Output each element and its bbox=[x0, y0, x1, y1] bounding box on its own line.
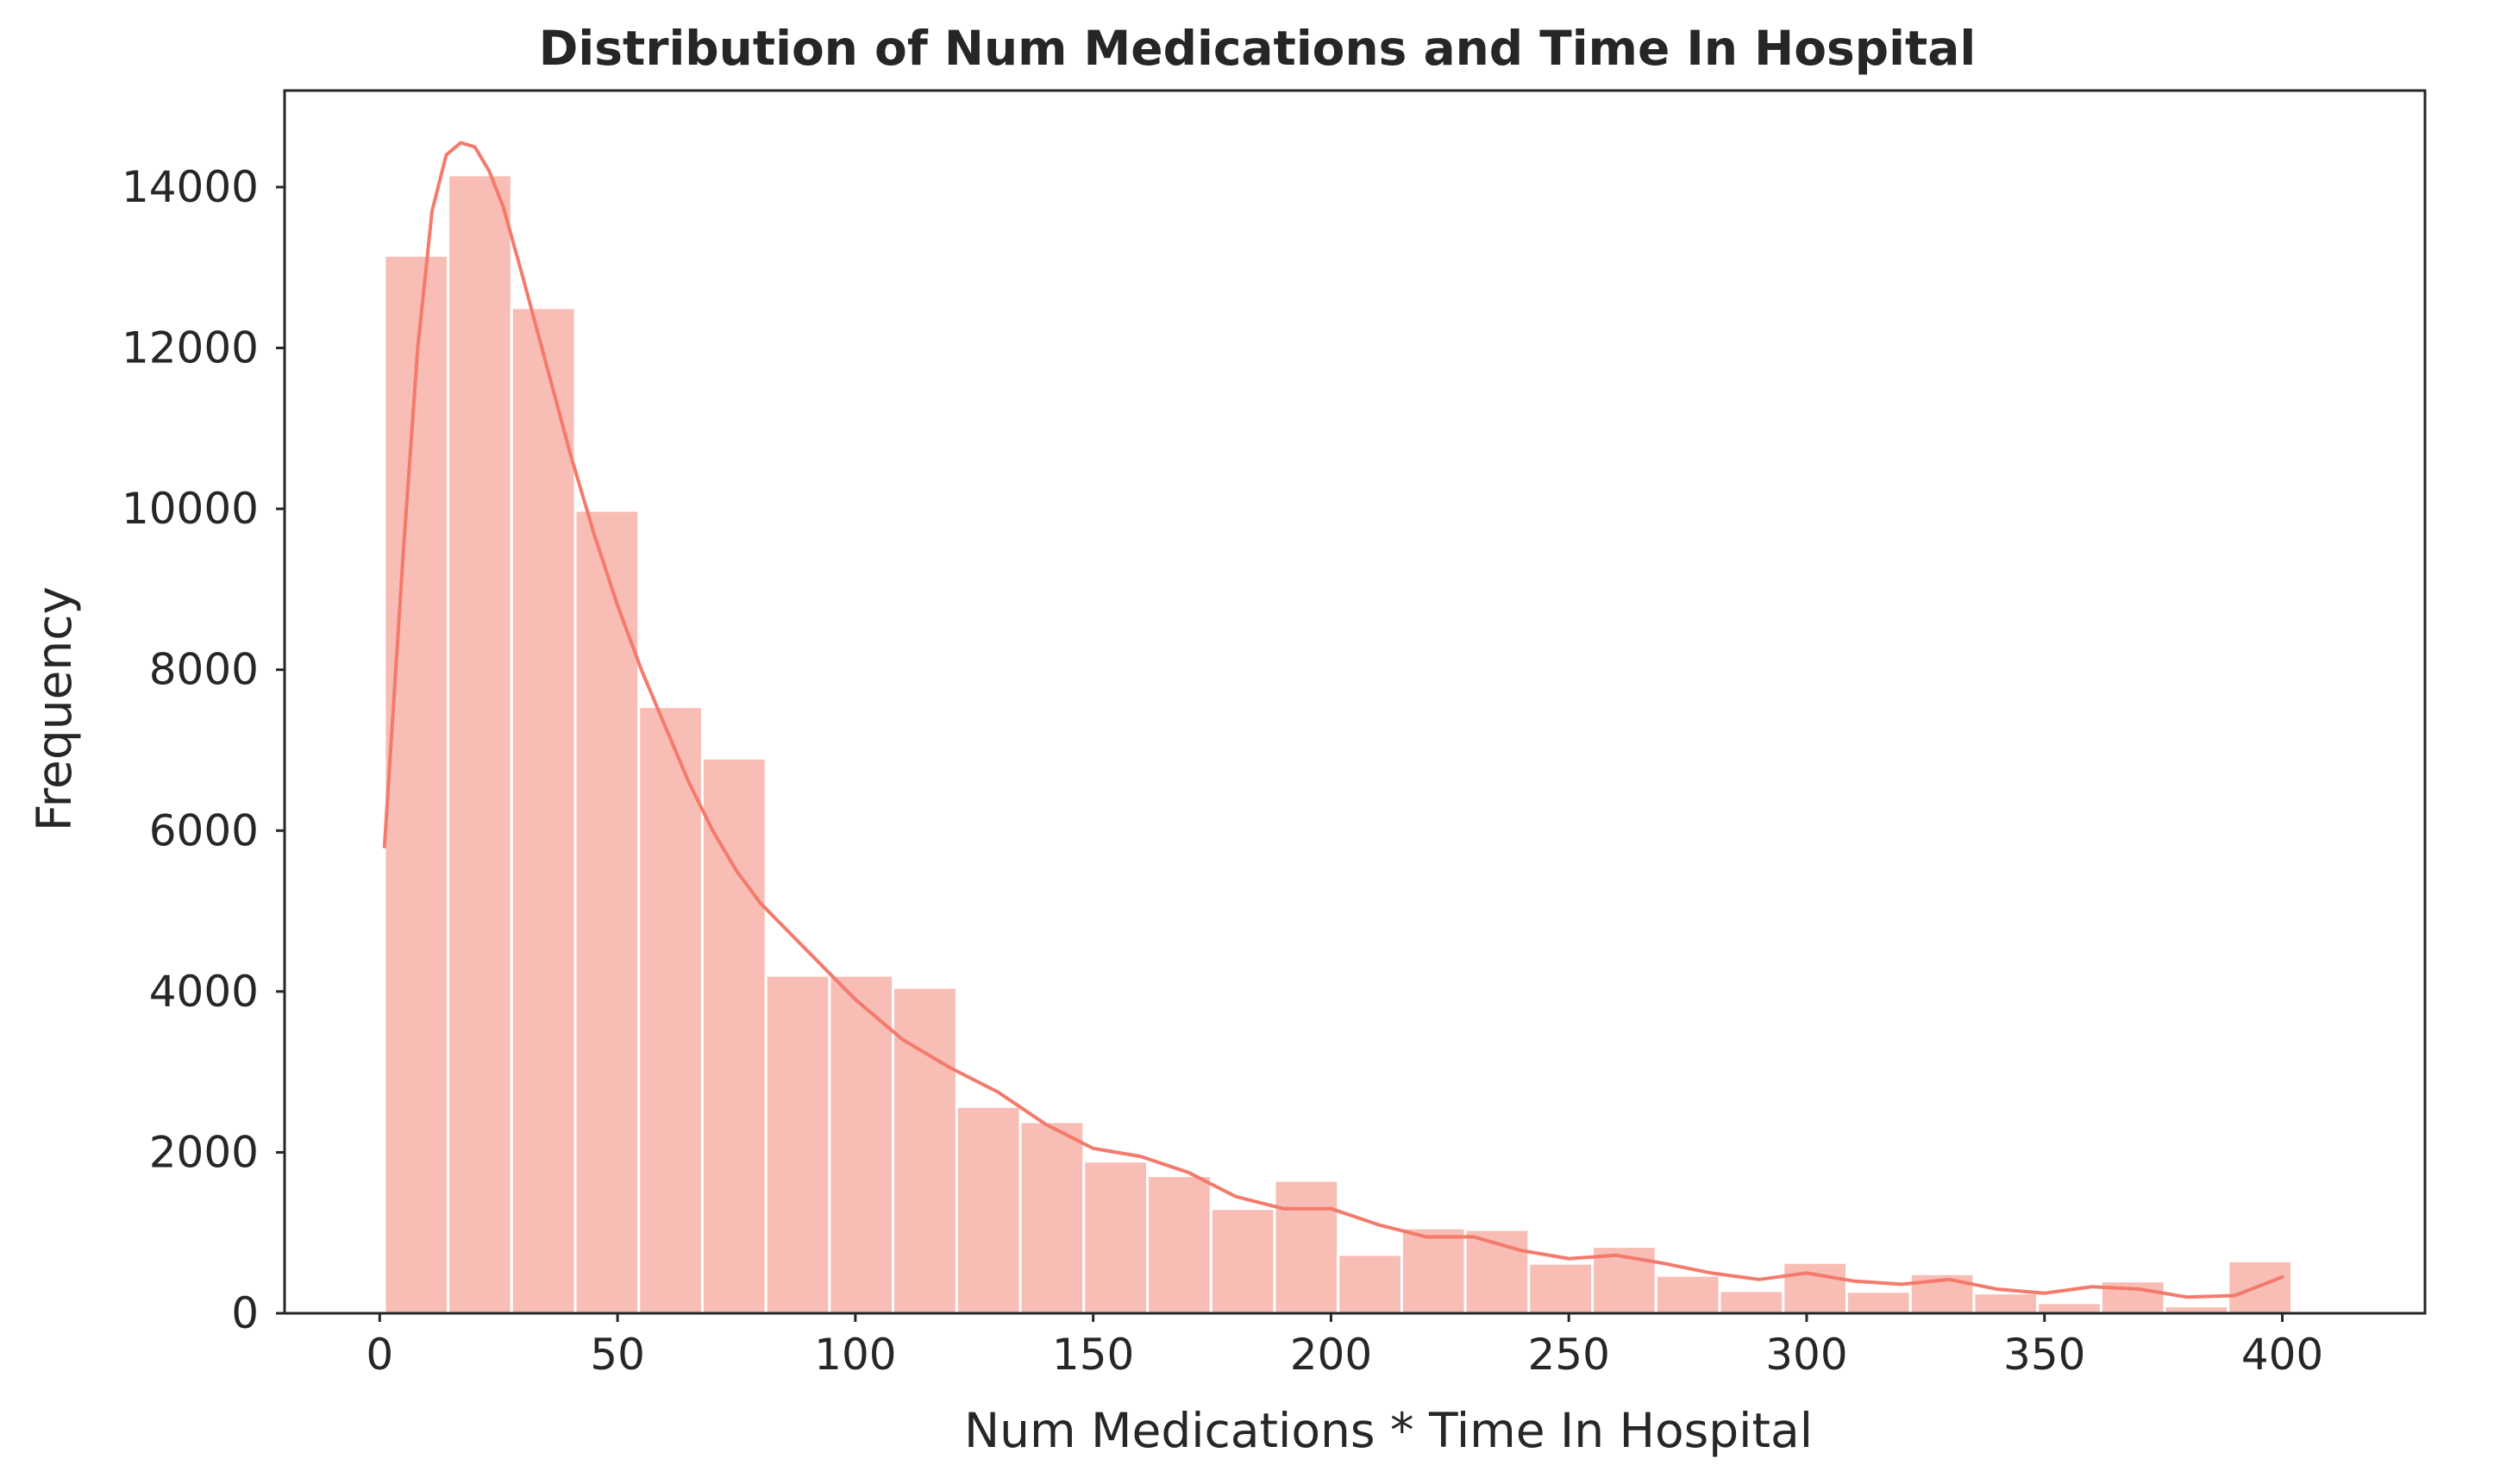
histogram-bar bbox=[1782, 1261, 1848, 1315]
y-tick-label: 14000 bbox=[122, 162, 259, 212]
histogram-bar bbox=[1972, 1292, 2040, 1315]
histogram-bar bbox=[1146, 1174, 1213, 1315]
histogram-bar bbox=[573, 509, 641, 1315]
histogram-bar bbox=[637, 705, 704, 1315]
kde-curve bbox=[382, 141, 2284, 1299]
y-tick-label: 6000 bbox=[149, 805, 259, 855]
x-tick-label: 150 bbox=[1052, 1330, 1134, 1380]
y-tick-label: 2000 bbox=[149, 1127, 259, 1177]
y-axis-label: Frequency bbox=[27, 586, 82, 831]
x-tick-label: 400 bbox=[2241, 1330, 2323, 1380]
x-tick-label: 250 bbox=[1527, 1330, 1609, 1380]
histogram-bar bbox=[447, 173, 513, 1315]
x-tick-label: 350 bbox=[2003, 1330, 2085, 1380]
histogram-bar bbox=[2099, 1280, 2166, 1315]
y-tick-label: 10000 bbox=[122, 484, 259, 534]
histogram-bar bbox=[1082, 1160, 1150, 1315]
y-tick-label: 12000 bbox=[122, 323, 259, 373]
y-ticks: 0 2000 4000 6000 8000 10000 12000 14000 bbox=[122, 162, 285, 1338]
histogram-bar bbox=[828, 974, 895, 1315]
histogram-bar bbox=[892, 986, 958, 1315]
histogram-bar bbox=[1845, 1290, 1912, 1315]
histogram-bar bbox=[1209, 1207, 1276, 1315]
histogram-bar bbox=[1654, 1274, 1721, 1315]
y-tick-label: 8000 bbox=[149, 645, 259, 695]
histogram-bar bbox=[1018, 1120, 1086, 1315]
x-tick-label: 0 bbox=[366, 1330, 393, 1380]
x-tick-label: 100 bbox=[814, 1330, 896, 1380]
histogram-bar bbox=[700, 756, 768, 1315]
histogram-bar bbox=[764, 974, 831, 1315]
histogram-bar bbox=[1527, 1262, 1595, 1315]
chart-title: Distribution of Num Medications and Time… bbox=[539, 21, 1976, 76]
x-tick-label: 50 bbox=[590, 1330, 645, 1380]
histogram-bar bbox=[1337, 1253, 1403, 1315]
y-tick-label: 0 bbox=[231, 1288, 259, 1338]
y-tick-label: 4000 bbox=[149, 967, 259, 1017]
histogram-bar bbox=[2036, 1301, 2102, 1315]
bars-group bbox=[383, 173, 2294, 1315]
histogram-bar bbox=[1273, 1179, 1340, 1315]
histogram-bar bbox=[510, 306, 577, 1315]
histogram-bar bbox=[383, 254, 450, 1315]
histogram-bar bbox=[1718, 1289, 1785, 1315]
x-tick-label: 200 bbox=[1290, 1330, 1372, 1380]
x-axis-label: Num Medications * Time In Hospital bbox=[964, 1403, 1813, 1458]
histogram-bar bbox=[955, 1105, 1022, 1315]
histogram-bar bbox=[1400, 1226, 1467, 1315]
x-tick-label: 300 bbox=[1765, 1330, 1847, 1380]
x-ticks: 0 50 100 150 200 250 300 350 400 bbox=[366, 1313, 2323, 1380]
plot-area-frame bbox=[283, 89, 2427, 1315]
